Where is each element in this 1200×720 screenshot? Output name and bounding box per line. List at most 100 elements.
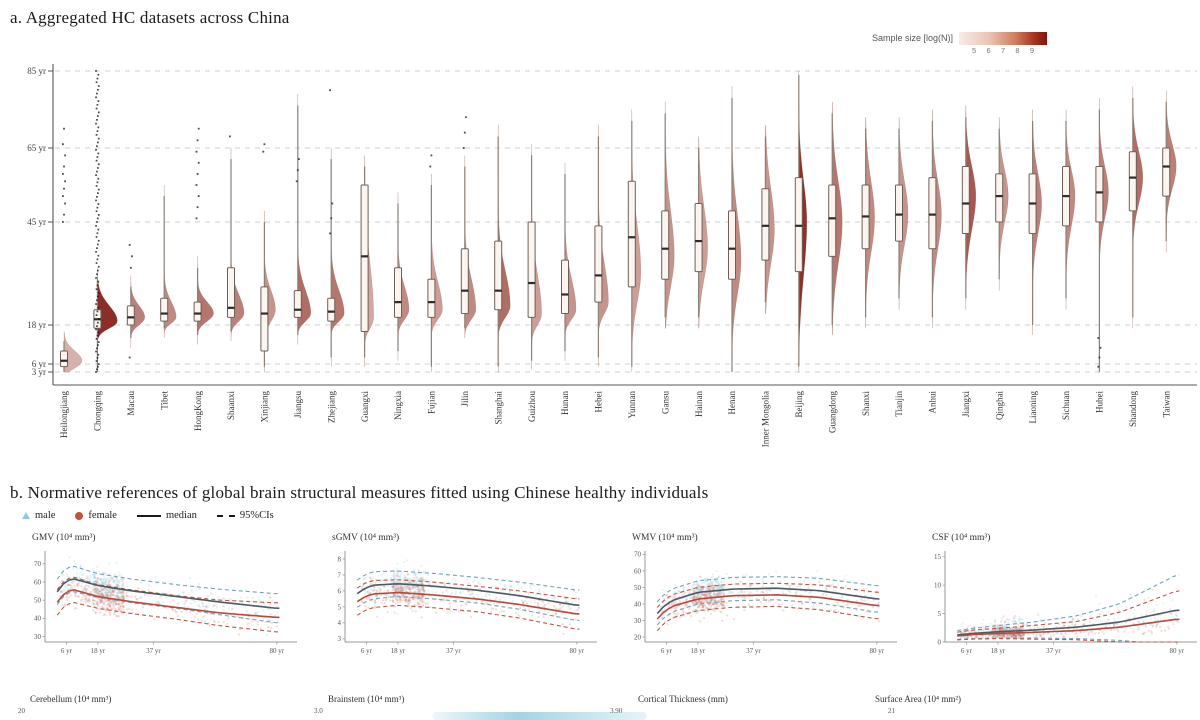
province-label: Qinghai xyxy=(994,391,1004,420)
subplot-wmv-chart: 70 60 50 40 30 20 6 yr 18 yr 37 yr 80 yr xyxy=(634,551,897,655)
y-tick-label: 6 yr xyxy=(32,359,46,369)
male-triangle-icon xyxy=(22,512,30,519)
female-median-line xyxy=(56,589,280,619)
province-label: Jilin xyxy=(460,391,470,407)
violin-sichuan xyxy=(1062,109,1076,310)
legend-male-label: male xyxy=(35,510,56,521)
province-label: Tibet xyxy=(159,391,169,410)
violin-beijing xyxy=(794,70,808,373)
panel-b-title: b. Normative references of global brain … xyxy=(10,483,709,502)
female-circle-icon xyxy=(75,511,84,520)
violin-guizhou xyxy=(527,144,542,370)
province-label: Guizhou xyxy=(527,391,537,422)
x-tick-label: 80 yr xyxy=(270,647,285,655)
colorbar-tick: 5 xyxy=(972,46,977,55)
subplot-wmv: WMV (10⁴ mm³) 70 60 50 40 30 20 6 yr 18 yr 37 yr… xyxy=(618,533,903,664)
female-ci-lower xyxy=(957,638,1180,643)
y-tick-label: 45 yr xyxy=(27,217,46,227)
y-tick-label: 5 xyxy=(338,603,342,611)
subplot-sgmv-title: sGMV (10⁴ mm³) xyxy=(332,533,400,543)
x-tick-label: 37 yr xyxy=(446,647,461,655)
x-tick-label: 80 yr xyxy=(570,647,585,655)
male-ci-lower xyxy=(656,599,880,626)
province-label: Macau xyxy=(126,391,136,416)
violin-zhejiang xyxy=(327,89,345,367)
colorbar-tick: 9 xyxy=(1029,46,1035,55)
colorbar-label: Sample size [log(N)] xyxy=(872,33,954,43)
male-ci-upper xyxy=(356,570,580,591)
violin-fujian xyxy=(427,154,443,372)
y-tick-label: 60 xyxy=(34,578,42,586)
province-label: Inner Mongolia xyxy=(761,391,771,447)
x-tick-label: 6 yr xyxy=(361,647,373,655)
x-tick-label: 18 yr xyxy=(91,647,106,655)
subplot-sgmv-chart: 8 7 6 5 4 3 6 yr 18 yr 37 yr 80 yr xyxy=(338,551,597,655)
y-tick-label: 50 xyxy=(34,597,42,605)
province-label: Guangxi xyxy=(360,391,370,422)
province-label: Jiangxi xyxy=(961,391,971,417)
panel-b-legend: male female median 95%CIs xyxy=(22,510,274,521)
legend-female: female xyxy=(75,510,117,521)
legend-median-label: median xyxy=(165,510,197,521)
violin-yunnan xyxy=(627,109,642,373)
violin-tianjin xyxy=(895,117,909,310)
y-tick-label: 50 xyxy=(634,584,642,592)
y-tick-label: 30 xyxy=(34,633,42,641)
male-ci-upper xyxy=(957,574,1180,632)
female-ci-upper xyxy=(656,582,880,608)
province-label: Gansu xyxy=(660,391,670,414)
y-tick-label: 15 xyxy=(934,553,942,561)
subplot-gmv: GMV (10⁴ mm³) 70 60 50 40 30 6 yr 18 yr 37 yr 80… xyxy=(18,533,303,664)
female-ci-lower xyxy=(656,605,880,631)
province-label: Guangdong xyxy=(827,391,837,433)
female-ci-upper xyxy=(957,590,1180,633)
province-label: Hainan xyxy=(694,391,704,417)
y-tick-label: 8 xyxy=(338,555,342,563)
female-median-line xyxy=(656,593,880,620)
province-label: Fujian xyxy=(427,391,437,415)
female-ci-upper xyxy=(356,579,580,600)
subplot-brainstem-title: Brainstem (10⁴ mm³) xyxy=(328,694,405,704)
x-tick-label: 80 yr xyxy=(1170,647,1185,655)
violin-liaoning xyxy=(1028,109,1042,335)
male-ci-lower xyxy=(56,591,280,624)
violin-hebei xyxy=(594,124,609,367)
x-tick-label: 37 yr xyxy=(146,647,161,655)
x-tick-label: 6 yr xyxy=(61,647,73,655)
violin-shanghai xyxy=(494,124,511,372)
male-ci-upper xyxy=(56,565,280,595)
legend-female-label: female xyxy=(88,510,117,521)
brainstem-first-ytick: 3.0 xyxy=(314,707,323,715)
violin-anhui xyxy=(928,109,942,329)
violin-gansu xyxy=(661,101,675,329)
x-tick-label: 37 yr xyxy=(1046,647,1061,655)
male-median-line xyxy=(656,587,880,615)
province-label: Shanxi xyxy=(861,391,871,417)
male-ci-lower xyxy=(957,637,1180,643)
subplot-wmv-title: WMV (10⁴ mm³) xyxy=(632,533,698,543)
legend-ci-label: 95%CIs xyxy=(239,510,274,521)
violin-jilin xyxy=(460,116,477,339)
cortical-thickness-first-ytick: 3.90 xyxy=(610,707,623,715)
colorbar-tick: 7 xyxy=(1000,46,1006,55)
female-median-line xyxy=(356,591,580,615)
violin-macau xyxy=(126,244,146,359)
province-label: Tianjin xyxy=(894,391,904,417)
y-tick-label: 70 xyxy=(634,551,642,559)
province-label: Shanghai xyxy=(493,391,503,425)
province-label: Jiangsu xyxy=(293,391,303,419)
province-label: Yunnan xyxy=(627,391,637,419)
violin-hubei xyxy=(1095,97,1109,372)
province-label: Shaanxi xyxy=(226,391,236,420)
violin-chart: 85 yr 65 yr 45 yr 18 yr 6 yr3 yr Heilongjiang… xyxy=(27,64,1197,447)
colorbar-tick: 6 xyxy=(986,46,991,55)
male-ci-lower xyxy=(356,596,580,621)
y-tick-label: 3 xyxy=(338,635,342,643)
male-median-line xyxy=(957,609,1180,636)
subplot-gmv-chart: 70 60 50 40 30 6 yr 18 yr 37 yr 80 yr xyxy=(34,551,297,655)
subplot-cortical-thickness-title: Cortical Thickness (mm) xyxy=(638,694,728,704)
male-median-line xyxy=(56,578,280,610)
y-tick-label: 60 xyxy=(634,567,642,575)
violin-hongkong xyxy=(193,127,214,345)
